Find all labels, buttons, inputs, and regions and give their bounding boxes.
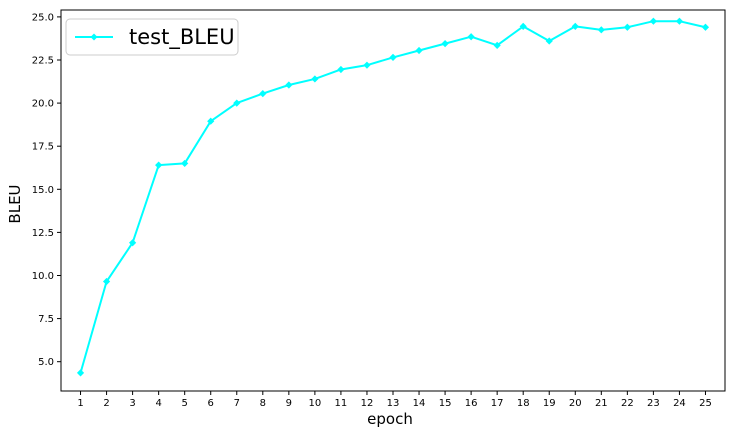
x-tick-label: 11 — [335, 398, 348, 409]
data-point-marker — [545, 37, 553, 45]
series-layer — [76, 17, 710, 377]
x-tick-label: 9 — [286, 398, 292, 409]
y-axis-label: BLEU — [6, 184, 24, 223]
data-point-marker — [415, 46, 423, 55]
data-point-marker — [363, 61, 371, 69]
y-tick-label: 17.5 — [32, 142, 54, 153]
x-tick-label: 12 — [361, 398, 374, 409]
y-tick-label: 20.0 — [32, 99, 54, 110]
legend: test_BLEU — [65, 18, 239, 56]
x-tick-label: 3 — [129, 398, 135, 409]
x-tick-label: 18 — [517, 398, 530, 409]
data-point-marker — [233, 99, 241, 107]
data-point-marker — [493, 41, 501, 49]
y-tick-label: 10.0 — [32, 271, 54, 282]
y-tick-label: 7.5 — [38, 314, 54, 325]
data-point-marker — [519, 22, 527, 30]
data-point-marker — [389, 53, 397, 62]
x-tick-label: 16 — [465, 398, 478, 409]
data-point-marker — [623, 23, 631, 31]
data-point-marker — [311, 75, 319, 83]
data-point-marker — [76, 369, 85, 377]
data-point-marker — [129, 239, 137, 247]
y-tick-label: 25.0 — [32, 12, 54, 23]
data-point-marker — [337, 65, 345, 74]
x-tick-label: 5 — [181, 398, 187, 409]
x-tick-label: 14 — [413, 398, 426, 409]
data-point-marker — [675, 17, 684, 25]
x-tick-label: 6 — [208, 398, 214, 409]
x-tick-label: 22 — [621, 398, 634, 409]
y-tick-label: 15.0 — [32, 185, 54, 196]
data-point-marker — [181, 159, 189, 168]
x-tick-label: 15 — [439, 398, 452, 409]
data-point-marker — [597, 26, 605, 34]
x-tick-label: 24 — [673, 398, 686, 409]
y-tick-label: 5.0 — [38, 357, 54, 368]
x-tick-label: 17 — [491, 398, 504, 409]
y-tick-label: 22.5 — [32, 55, 54, 66]
data-point-marker — [649, 17, 657, 25]
data-point-marker — [155, 161, 163, 169]
x-tick-label: 25 — [699, 398, 712, 409]
x-tick-label: 19 — [543, 398, 556, 409]
x-tick-label: 23 — [647, 398, 660, 409]
y-tick-label: 12.5 — [32, 228, 54, 239]
x-tick-label: 13 — [387, 398, 400, 409]
data-point-marker — [102, 277, 111, 286]
x-axis: 1 2 3 4 5 6 7 8 9 10 11 12 13 14 15 16 17 18 19 20 21 22 23 24 2… — [77, 391, 712, 409]
plot-area — [60, 9, 726, 392]
data-point-marker — [259, 90, 267, 98]
x-tick-label: 20 — [569, 398, 582, 409]
x-tick-label: 1 — [77, 398, 83, 409]
x-tick-label: 21 — [595, 398, 608, 409]
legend-diamond-marker — [90, 33, 98, 41]
data-point-marker — [467, 33, 475, 41]
x-tick-label: 10 — [309, 398, 322, 409]
data-point-marker — [701, 23, 710, 31]
data-point-marker — [571, 22, 579, 30]
data-point-marker — [285, 81, 293, 89]
y-axis: 5.0 7.5 10.0 12.5 15.0 17.5 20.0 22.5 25.0 — [32, 12, 61, 368]
x-axis-label: epoch — [367, 410, 413, 428]
x-tick-label: 8 — [260, 398, 266, 409]
data-point-marker — [207, 117, 215, 125]
x-tick-label: 2 — [103, 398, 109, 409]
data-point-marker — [441, 40, 449, 48]
x-tick-label: 7 — [234, 398, 240, 409]
x-tick-label: 4 — [155, 398, 161, 409]
legend-box — [65, 18, 239, 56]
legend-label: test_BLEU — [129, 25, 235, 50]
